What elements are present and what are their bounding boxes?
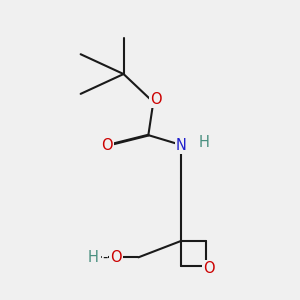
Text: H: H <box>87 250 98 265</box>
Text: -: - <box>103 250 108 265</box>
Text: O: O <box>150 92 162 107</box>
Text: H: H <box>199 135 210 150</box>
Text: O: O <box>110 250 122 265</box>
Text: O: O <box>203 261 214 276</box>
Text: O: O <box>101 137 113 152</box>
Text: N: N <box>176 137 187 152</box>
